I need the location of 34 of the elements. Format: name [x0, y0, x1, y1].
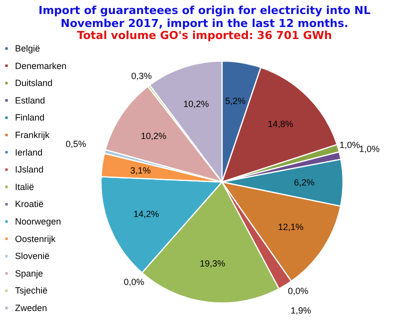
chart-title: Import of guaranteees of origin for electricity into NL November 2017, import in the last 12 months.	[38, 4, 370, 30]
legend-label: Denemarken	[15, 60, 67, 71]
data-label: 10,2%	[183, 98, 209, 109]
data-label: 10,2%	[140, 131, 166, 142]
data-label: 6,2%	[294, 178, 315, 188]
legend-label: Kroatië	[15, 199, 44, 210]
data-label: 19,3%	[200, 258, 226, 269]
data-label: 0,3%	[131, 71, 152, 82]
legend-label: Oostenrijk	[15, 234, 56, 244]
chart-subtitle: Total volume GO's imported: 36 701 GWh	[77, 29, 332, 42]
text: 0,0%	[288, 286, 308, 296]
legend-label: Finland	[15, 112, 45, 123]
data-label: 12,1%	[278, 222, 304, 232]
text: 0,0%	[124, 276, 144, 287]
legend-label: Spanje	[15, 268, 44, 278]
data-label: 5,2%	[225, 96, 246, 106]
legend-label: België	[15, 44, 40, 54]
data-label: 1,9%	[290, 306, 312, 316]
data-label: 0,5%	[66, 138, 86, 149]
legend-label: Slovenië	[15, 251, 50, 262]
legend-label: Tsjechië	[15, 286, 48, 296]
legend-label: Frankrijk	[15, 130, 50, 140]
legend-label: Ierland	[15, 147, 43, 158]
legend-label: Estland	[15, 95, 46, 106]
legend-label: Noorwegen	[15, 216, 62, 226]
data-label: 14,2%	[134, 209, 160, 220]
legend-label: IJsland	[15, 164, 44, 175]
legend-label: Italië	[15, 182, 34, 192]
data-label: 1,0%	[359, 144, 380, 154]
legend-label: Duitsland	[15, 78, 53, 88]
data-label: 14,8%	[268, 119, 294, 130]
data-label: 1,0%	[339, 140, 360, 150]
data-label: 3,1%	[130, 165, 151, 176]
legend-label: Zweden	[15, 303, 48, 313]
